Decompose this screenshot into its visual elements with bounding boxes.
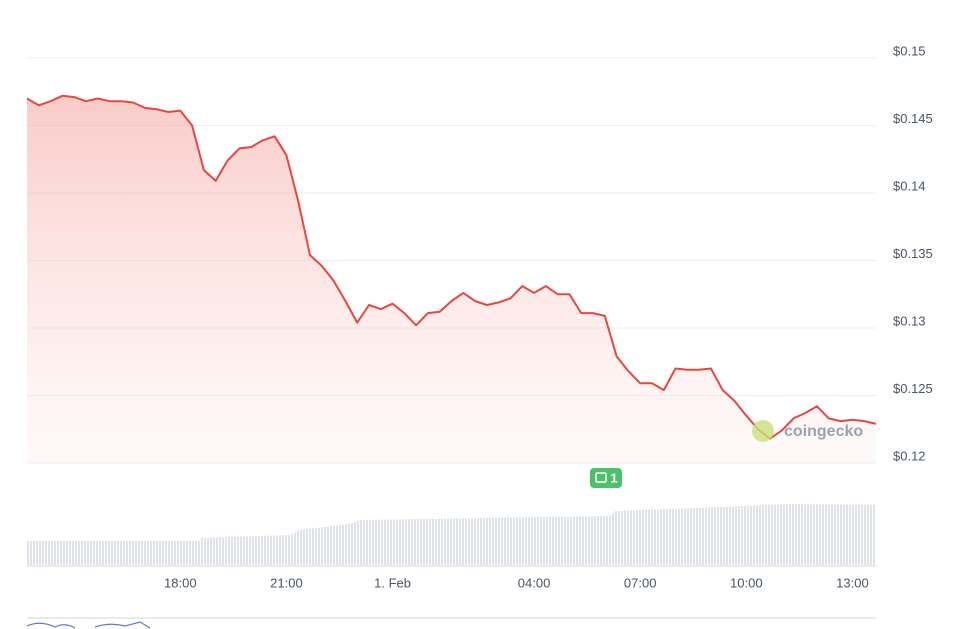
x-tick-label: 13:00: [836, 575, 869, 590]
y-tick-label: $0.14: [893, 178, 926, 193]
y-tick-label: $0.15: [893, 43, 926, 58]
y-tick-label: $0.125: [893, 381, 933, 396]
price-area: [27, 95, 876, 464]
x-tick-label: 07:00: [624, 575, 657, 590]
x-tick-label: 18:00: [164, 575, 197, 590]
news-badge[interactable]: 1: [590, 468, 622, 488]
badge-count: 1: [610, 470, 617, 485]
y-tick-label: $0.13: [893, 313, 926, 328]
badge-icon: [595, 472, 607, 483]
navigator-preview: [26, 621, 151, 629]
watermark-logo: [752, 420, 774, 442]
y-tick-label: $0.145: [893, 111, 933, 126]
x-tick-label: 10:00: [730, 575, 763, 590]
y-tick-label: $0.135: [893, 246, 933, 261]
watermark: coingecko: [784, 423, 863, 440]
y-tick-label: $0.12: [893, 448, 926, 463]
x-tick-label: 1. Feb: [374, 575, 411, 590]
x-tick-label: 21:00: [270, 575, 303, 590]
x-tick-label: 04:00: [518, 575, 551, 590]
volume-bars: [27, 504, 876, 565]
price-line: [26, 94, 877, 440]
